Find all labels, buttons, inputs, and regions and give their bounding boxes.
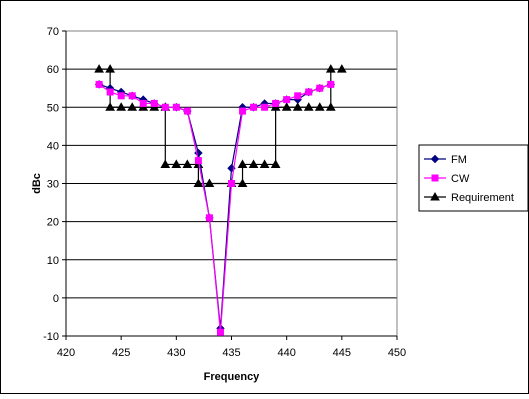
x-tick-label: 450 <box>388 347 406 359</box>
cw-point <box>239 107 247 115</box>
cw-point <box>228 180 235 187</box>
x-tick-label: 420 <box>57 347 75 359</box>
series-layer <box>94 64 347 336</box>
cw-point <box>283 96 291 104</box>
legend-entry-requirement: Requirement <box>424 191 514 204</box>
cw-point <box>172 103 180 111</box>
requirement-point <box>325 102 336 111</box>
legend-label: Requirement <box>451 192 514 204</box>
x-tick-label: 440 <box>277 347 295 359</box>
legend-cw-point <box>431 174 439 182</box>
cw-point <box>128 92 136 100</box>
requirement-point <box>259 159 270 168</box>
requirement-point <box>314 102 325 111</box>
cw-point <box>294 92 302 100</box>
y-tick-label: 70 <box>47 26 59 38</box>
legend-fm-point <box>430 154 440 164</box>
x-tick-label: 425 <box>112 347 130 359</box>
requirement-point <box>237 178 248 187</box>
cw-point <box>139 99 147 107</box>
cw-point <box>316 84 324 92</box>
cw-point <box>106 88 114 96</box>
legend-label: FM <box>451 154 467 166</box>
cw-line <box>98 83 331 333</box>
requirement-point <box>94 64 104 73</box>
requirement-point <box>127 102 138 111</box>
cw-point <box>150 99 158 107</box>
x-tick-label: 430 <box>167 347 185 359</box>
requirement-line <box>99 68 342 185</box>
requirement-point <box>193 178 204 187</box>
legend-label: CW <box>451 173 470 185</box>
requirement-point <box>270 159 281 168</box>
cw-point <box>250 103 258 111</box>
y-axis-tick-labels: -10 0 10 20 30 40 50 60 70 <box>43 26 66 343</box>
y-tick-label: 0 <box>53 293 59 305</box>
cw-point <box>194 157 202 165</box>
x-tick-label: 445 <box>333 347 351 359</box>
requirement-point <box>204 178 215 187</box>
x-tick-label: 435 <box>222 347 240 359</box>
x-axis-title: Frequency <box>204 371 261 383</box>
y-tick-label: 40 <box>47 140 59 152</box>
y-tick-label: 30 <box>47 179 59 191</box>
requirement-point <box>105 64 115 73</box>
cw-point <box>305 88 313 96</box>
requirement-point <box>160 159 171 168</box>
cw-point <box>272 99 280 107</box>
legend-items: FM CW Requirement <box>424 154 514 204</box>
requirement-point <box>116 102 127 111</box>
legend-entry-cw: CW <box>424 173 470 185</box>
y-tick-label: -10 <box>43 331 59 343</box>
y-axis-title: dBc <box>31 173 43 194</box>
cw-point <box>216 328 224 336</box>
requirement-point <box>171 159 182 168</box>
x-axis-tick-labels: 420 425 430 435 440 445 450 <box>57 31 406 359</box>
requirement-point <box>303 102 314 111</box>
legend-requirement-point <box>430 191 440 201</box>
requirement-point <box>248 159 259 168</box>
y-tick-label: 20 <box>47 217 59 229</box>
cw-point <box>95 80 103 88</box>
legend: FM CW Requirement <box>418 144 529 212</box>
requirement-point <box>281 102 292 111</box>
requirement-point <box>182 159 193 168</box>
cw-point <box>161 103 169 111</box>
requirement-point <box>336 64 347 73</box>
cw-point <box>205 214 213 222</box>
cw-point <box>261 103 269 111</box>
legend-entry-fm: FM <box>424 154 467 166</box>
y-tick-label: 60 <box>47 64 59 76</box>
requirement-point <box>105 102 115 111</box>
cw-point <box>117 92 125 100</box>
requirement-point <box>237 159 248 168</box>
y-tick-label: 10 <box>47 255 59 267</box>
y-tick-label: 50 <box>47 102 59 114</box>
cw-point <box>327 80 335 88</box>
requirement-point <box>292 102 303 111</box>
cw-point <box>183 107 191 115</box>
series-cw <box>95 80 335 336</box>
requirement-point <box>325 64 336 73</box>
